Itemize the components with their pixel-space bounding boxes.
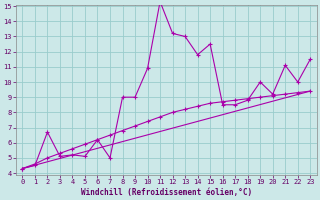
X-axis label: Windchill (Refroidissement éolien,°C): Windchill (Refroidissement éolien,°C): [81, 188, 252, 197]
